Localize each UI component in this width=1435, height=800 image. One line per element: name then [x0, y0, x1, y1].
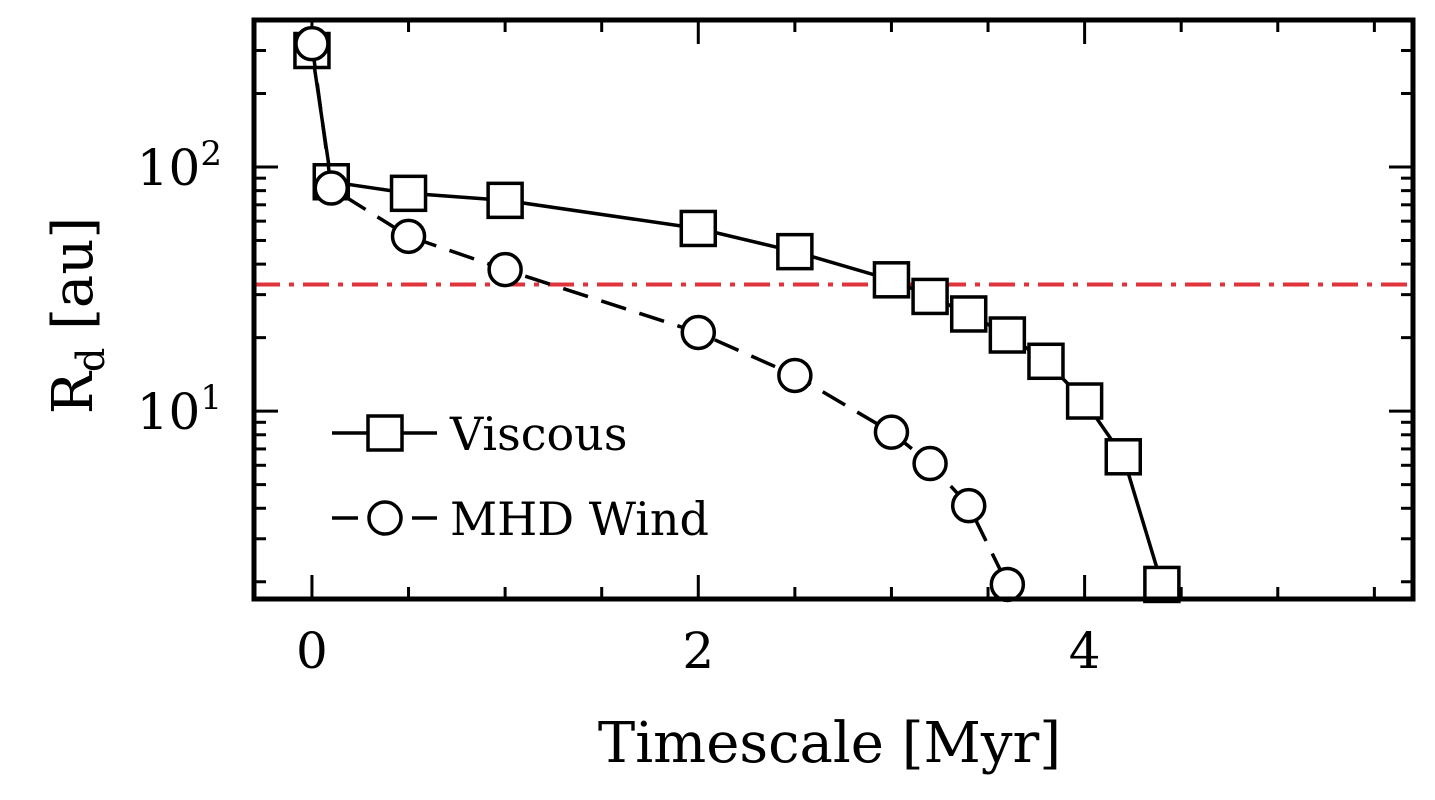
plot-frame: [251, 17, 1416, 602]
data-point-circle: [912, 445, 948, 482]
series-layer: [293, 25, 1181, 604]
data-point-circle: [390, 218, 427, 255]
data-point-square: [1143, 565, 1181, 604]
legend-marker-circle: [367, 500, 403, 536]
legend: Viscous MHD Wind: [332, 407, 709, 546]
data-point-circle: [487, 251, 523, 288]
data-point-circle: [313, 170, 350, 206]
data-point-square: [1104, 438, 1142, 476]
data-point-square: [776, 232, 814, 271]
data-point-circle: [777, 357, 813, 394]
x-tick-label: 0: [296, 622, 328, 680]
y-axis-title: Rd [au]: [41, 217, 113, 414]
legend-marker-square: [366, 414, 404, 452]
x-axis-title: Timescale [Myr]: [598, 711, 1061, 776]
data-point-circle: [873, 414, 910, 450]
y-tick-label: 101: [137, 378, 222, 441]
data-point-square: [389, 174, 428, 213]
data-point-square: [949, 295, 988, 333]
data-point-square: [679, 209, 718, 248]
data-point-square: [1065, 382, 1104, 420]
axis-labels: 0 2 4 101 102 Timescale [Myr] Rd [au]: [41, 134, 1101, 776]
series-line: [310, 50, 1164, 586]
data-point-square: [988, 316, 1027, 354]
data-point-circle: [294, 25, 330, 62]
data-point-square: [486, 181, 524, 220]
data-point-circle: [950, 487, 987, 524]
y-tick-label: 102: [137, 134, 222, 197]
x-tick-label: 4: [1069, 622, 1101, 680]
series-viscous: [293, 31, 1181, 604]
x-tick-label: 2: [682, 622, 714, 680]
data-point-square: [872, 261, 911, 299]
axis-ticks: [254, 18, 1413, 599]
legend-label: MHD Wind: [450, 492, 709, 546]
data-point-circle: [989, 566, 1026, 603]
legend-label: Viscous: [449, 407, 627, 461]
data-point-square: [911, 277, 949, 316]
data-point-circle: [680, 314, 717, 351]
data-point-square: [1027, 342, 1065, 381]
series-mhd-wind: [294, 25, 1026, 603]
